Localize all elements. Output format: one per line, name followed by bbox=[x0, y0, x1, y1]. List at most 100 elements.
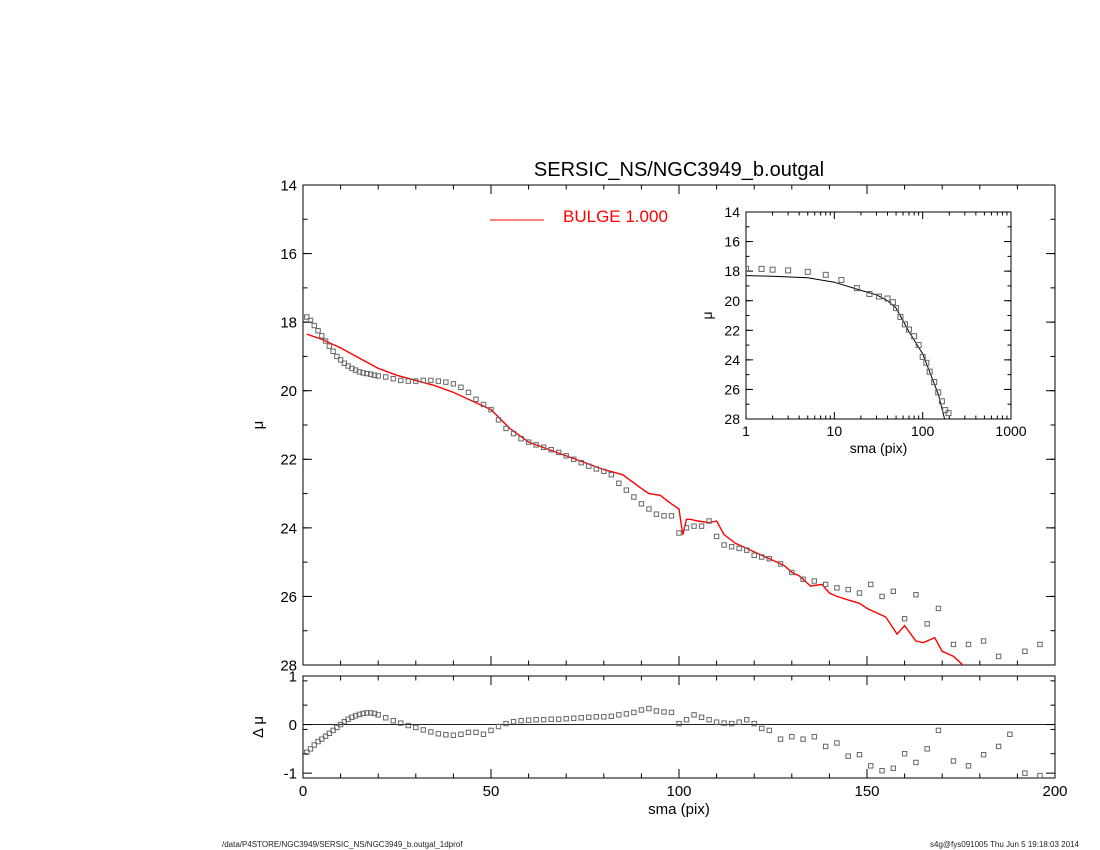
data-point bbox=[911, 333, 918, 340]
data-point bbox=[938, 398, 945, 405]
data-point bbox=[785, 267, 792, 274]
data-point bbox=[890, 765, 897, 771]
data-point bbox=[443, 732, 449, 738]
data-point bbox=[924, 621, 930, 627]
data-point bbox=[901, 321, 908, 328]
data-point bbox=[661, 513, 667, 519]
data-point bbox=[1007, 731, 1013, 737]
data-point bbox=[811, 578, 818, 584]
data-point bbox=[721, 720, 727, 726]
data-point bbox=[360, 710, 366, 717]
data-point bbox=[965, 641, 972, 648]
data-point bbox=[398, 377, 404, 384]
data-point bbox=[698, 714, 705, 720]
data-point bbox=[728, 720, 735, 727]
y-axis-label: μ bbox=[250, 421, 267, 430]
data-point bbox=[352, 713, 359, 719]
data-point bbox=[875, 293, 882, 300]
x-tick-label: 1000 bbox=[995, 423, 1026, 439]
x-tick-label: 150 bbox=[854, 783, 879, 800]
data-point bbox=[371, 710, 378, 717]
data-point bbox=[713, 719, 720, 725]
inset-plot-area bbox=[746, 265, 952, 419]
data-point bbox=[540, 717, 547, 723]
footer-file-path: /data/P4STORE/NGC3949/SERSIC_NS/NGC3949_… bbox=[222, 840, 463, 849]
x-tick-label: 200 bbox=[1042, 783, 1067, 800]
data-point bbox=[533, 442, 539, 448]
data-point bbox=[653, 511, 660, 517]
data-point bbox=[450, 381, 457, 387]
data-point bbox=[845, 753, 851, 759]
data-point bbox=[800, 736, 806, 742]
data-point bbox=[371, 372, 378, 378]
data-point bbox=[868, 763, 874, 769]
data-point bbox=[879, 768, 885, 774]
data-point bbox=[834, 740, 840, 746]
data-point bbox=[868, 581, 874, 588]
x-axis-label: sma (pix) bbox=[648, 801, 710, 818]
data-point bbox=[465, 389, 472, 396]
data-point bbox=[330, 348, 336, 354]
data-point bbox=[751, 720, 757, 727]
data-point bbox=[924, 746, 930, 752]
data-point bbox=[450, 732, 457, 738]
data-point bbox=[646, 506, 652, 512]
data-point bbox=[510, 430, 517, 437]
residual-plot-area bbox=[304, 705, 1043, 778]
data-point bbox=[420, 377, 427, 384]
data-point bbox=[691, 712, 697, 718]
data-point bbox=[616, 480, 622, 486]
data-point bbox=[540, 444, 547, 450]
data-point bbox=[935, 605, 942, 612]
data-point bbox=[789, 734, 795, 740]
main-plot-area bbox=[304, 314, 1043, 665]
data-point bbox=[758, 265, 765, 272]
data-point bbox=[413, 378, 419, 384]
main-panel: 14 16 18 20 22 24 26 28 μ BULGE 1.000 bbox=[250, 177, 1056, 674]
data-point bbox=[608, 472, 615, 478]
data-point bbox=[743, 547, 750, 553]
data-point bbox=[691, 523, 697, 529]
data-point bbox=[838, 277, 845, 284]
data-point bbox=[721, 542, 727, 548]
data-point bbox=[931, 379, 938, 386]
x-tick-label: 0 bbox=[299, 783, 307, 800]
data-point bbox=[1037, 772, 1043, 778]
y-axis-label: μ bbox=[699, 311, 715, 319]
data-point bbox=[473, 729, 479, 736]
data-point bbox=[746, 265, 749, 272]
y-tick-label: 26 bbox=[724, 381, 740, 397]
data-point bbox=[334, 353, 340, 360]
data-point bbox=[356, 369, 363, 375]
data-point bbox=[518, 717, 524, 724]
data-point bbox=[383, 374, 389, 380]
data-point bbox=[563, 716, 569, 722]
data-point bbox=[736, 545, 742, 552]
data-point bbox=[405, 722, 411, 729]
data-point bbox=[435, 731, 442, 737]
data-point bbox=[435, 378, 442, 384]
data-point bbox=[897, 313, 904, 320]
data-point bbox=[856, 751, 863, 758]
data-point bbox=[751, 552, 757, 558]
data-point bbox=[995, 743, 1002, 750]
x-tick-label: 50 bbox=[483, 783, 500, 800]
data-point bbox=[315, 328, 321, 334]
data-point bbox=[326, 730, 333, 737]
data-point bbox=[980, 638, 987, 644]
data-point bbox=[856, 590, 863, 596]
data-point bbox=[390, 717, 396, 724]
data-point bbox=[586, 714, 592, 720]
data-point bbox=[638, 501, 645, 507]
data-point bbox=[398, 720, 404, 726]
inset-frame bbox=[745, 211, 1012, 420]
y-tick-label: 0 bbox=[289, 717, 297, 734]
data-point bbox=[728, 544, 735, 550]
y-tick-label: 24 bbox=[724, 352, 740, 368]
data-point bbox=[713, 533, 720, 540]
data-point bbox=[503, 425, 509, 432]
data-point bbox=[980, 751, 987, 758]
data-point bbox=[525, 439, 532, 445]
data-point bbox=[759, 725, 765, 732]
data-point bbox=[480, 401, 487, 408]
